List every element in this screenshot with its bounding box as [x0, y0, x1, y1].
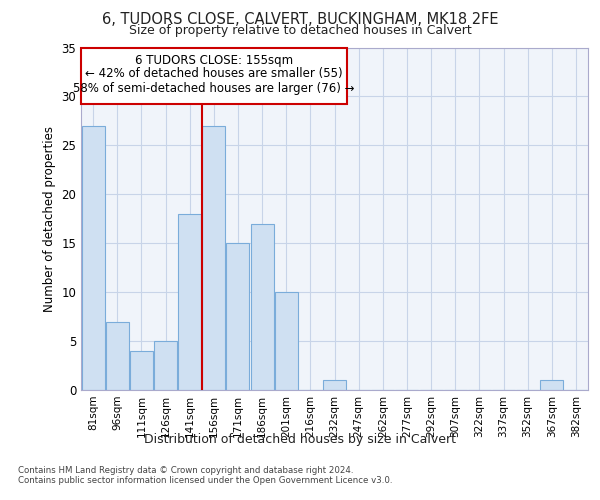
Bar	[154, 341, 177, 390]
Text: Distribution of detached houses by size in Calvert: Distribution of detached houses by size …	[144, 432, 456, 446]
Bar	[275, 292, 298, 390]
Bar	[323, 380, 346, 390]
Bar	[106, 322, 128, 390]
Bar	[130, 351, 153, 390]
Bar	[251, 224, 274, 390]
Y-axis label: Number of detached properties: Number of detached properties	[43, 126, 56, 312]
Bar	[541, 380, 563, 390]
Text: Size of property relative to detached houses in Calvert: Size of property relative to detached ho…	[128, 24, 472, 37]
Bar	[178, 214, 201, 390]
Bar	[226, 243, 250, 390]
Bar	[82, 126, 104, 390]
Text: 6, TUDORS CLOSE, CALVERT, BUCKINGHAM, MK18 2FE: 6, TUDORS CLOSE, CALVERT, BUCKINGHAM, MK…	[102, 12, 498, 28]
Text: Contains public sector information licensed under the Open Government Licence v3: Contains public sector information licen…	[18, 476, 392, 485]
Text: 6 TUDORS CLOSE: 155sqm: 6 TUDORS CLOSE: 155sqm	[135, 54, 293, 68]
Bar	[202, 126, 225, 390]
Text: Contains HM Land Registry data © Crown copyright and database right 2024.: Contains HM Land Registry data © Crown c…	[18, 466, 353, 475]
Text: ← 42% of detached houses are smaller (55): ← 42% of detached houses are smaller (55…	[85, 67, 343, 80]
Text: 58% of semi-detached houses are larger (76) →: 58% of semi-detached houses are larger (…	[73, 82, 355, 95]
FancyBboxPatch shape	[81, 48, 347, 104]
